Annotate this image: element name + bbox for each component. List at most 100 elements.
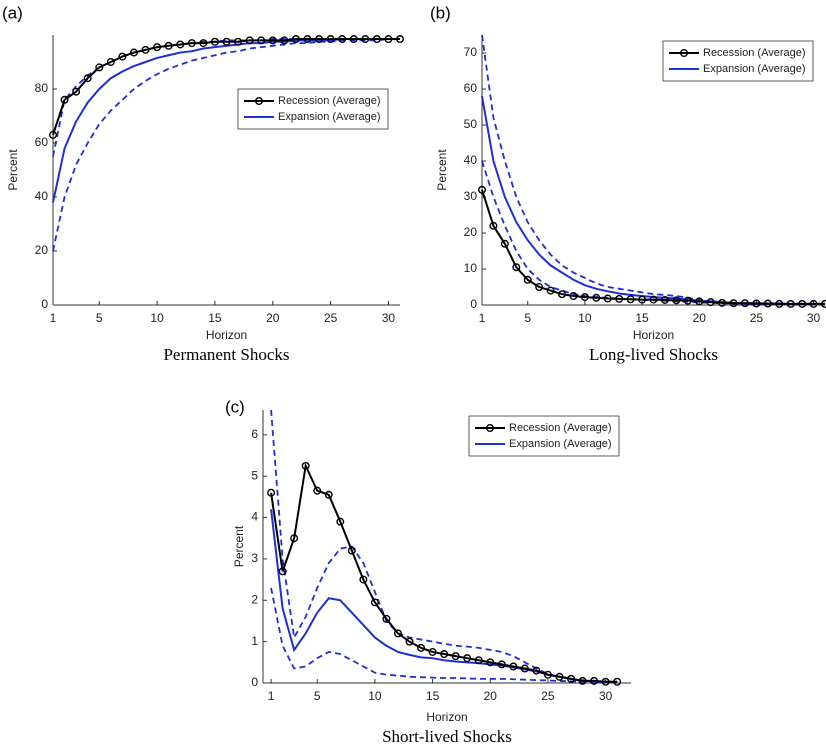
band-line [270,587,618,684]
point [786,299,795,308]
point [199,39,208,48]
point [141,45,150,54]
series-line [270,509,618,684]
point [234,37,243,46]
band-line [270,409,618,684]
point [601,677,610,686]
point [372,35,381,44]
point [301,461,310,470]
x-tick-label: 20 [484,689,498,703]
y-tick-label: 30 [464,189,478,203]
y-tick-label: 40 [464,153,478,167]
y-tick-label: 5 [251,468,258,482]
point [763,299,772,308]
legend-marker [254,96,263,105]
point [336,517,345,526]
y-tick-label: 40 [35,189,49,203]
point [267,488,276,497]
point [83,74,92,83]
point [347,546,356,555]
point [176,40,185,49]
point [210,37,219,46]
y-axis-label: Percent [232,525,246,567]
y-tick-label: 10 [464,261,478,275]
point [558,290,567,299]
point [463,654,472,663]
point [393,629,402,638]
point [268,36,277,45]
point [660,295,669,304]
point [580,293,589,302]
point [649,295,658,304]
x-tick-label: 20 [266,311,280,325]
point [72,87,81,96]
point [405,637,414,646]
series-line [270,462,618,683]
point [303,35,312,44]
legend-box [662,40,814,82]
x-tick-label: 15 [426,689,440,703]
point [290,534,299,543]
point [578,676,587,685]
legend-label: Recession (Average) [703,47,806,59]
x-tick-label: 1 [268,689,275,703]
point [706,298,715,307]
point [638,295,647,304]
y-tick-label: 50 [464,117,478,131]
point [729,299,738,308]
y-tick-label: 80 [35,81,49,95]
x-tick-label: 5 [524,311,531,325]
y-tick-label: 3 [251,551,258,565]
point [478,185,487,194]
x-tick-label: 20 [693,311,707,325]
point [49,130,58,139]
point [187,39,196,48]
y-tick-label: 0 [251,675,258,689]
legend-marker [486,424,495,433]
point [798,299,807,308]
x-tick-label: 10 [578,311,592,325]
band-line [52,38,400,252]
x-tick-label: 25 [750,311,764,325]
point [370,598,379,607]
point [324,490,333,499]
legend-label: Expansion (Average) [703,63,806,75]
point [326,35,335,44]
x-axis-label: Horizon [426,710,467,724]
point [315,35,324,44]
point [280,36,289,45]
point [474,656,483,665]
point [440,650,449,659]
point [500,239,509,248]
panel-label: (c) [225,397,245,416]
point [809,299,818,308]
point [555,672,564,681]
point [512,263,521,272]
x-tick-label: 30 [599,689,613,703]
point [569,292,578,301]
point [313,486,322,495]
point [245,36,254,45]
point [775,299,784,308]
point [257,36,266,45]
point [543,670,552,679]
point [338,35,347,44]
caption: Long-lived Shocks [589,345,718,364]
point [384,35,393,44]
x-tick-label: 10 [368,689,382,703]
y-tick-label: 1 [251,634,258,648]
point [590,676,599,685]
point [683,296,692,305]
y-tick-label: 4 [251,510,258,524]
legend-marker [680,49,689,58]
point [532,666,541,675]
caption: Short-lived Shocks [382,727,512,746]
point [118,52,127,61]
point [428,647,437,656]
y-tick-label: 2 [251,592,258,606]
point [278,567,287,576]
x-axis-label: Horizon [206,328,247,342]
